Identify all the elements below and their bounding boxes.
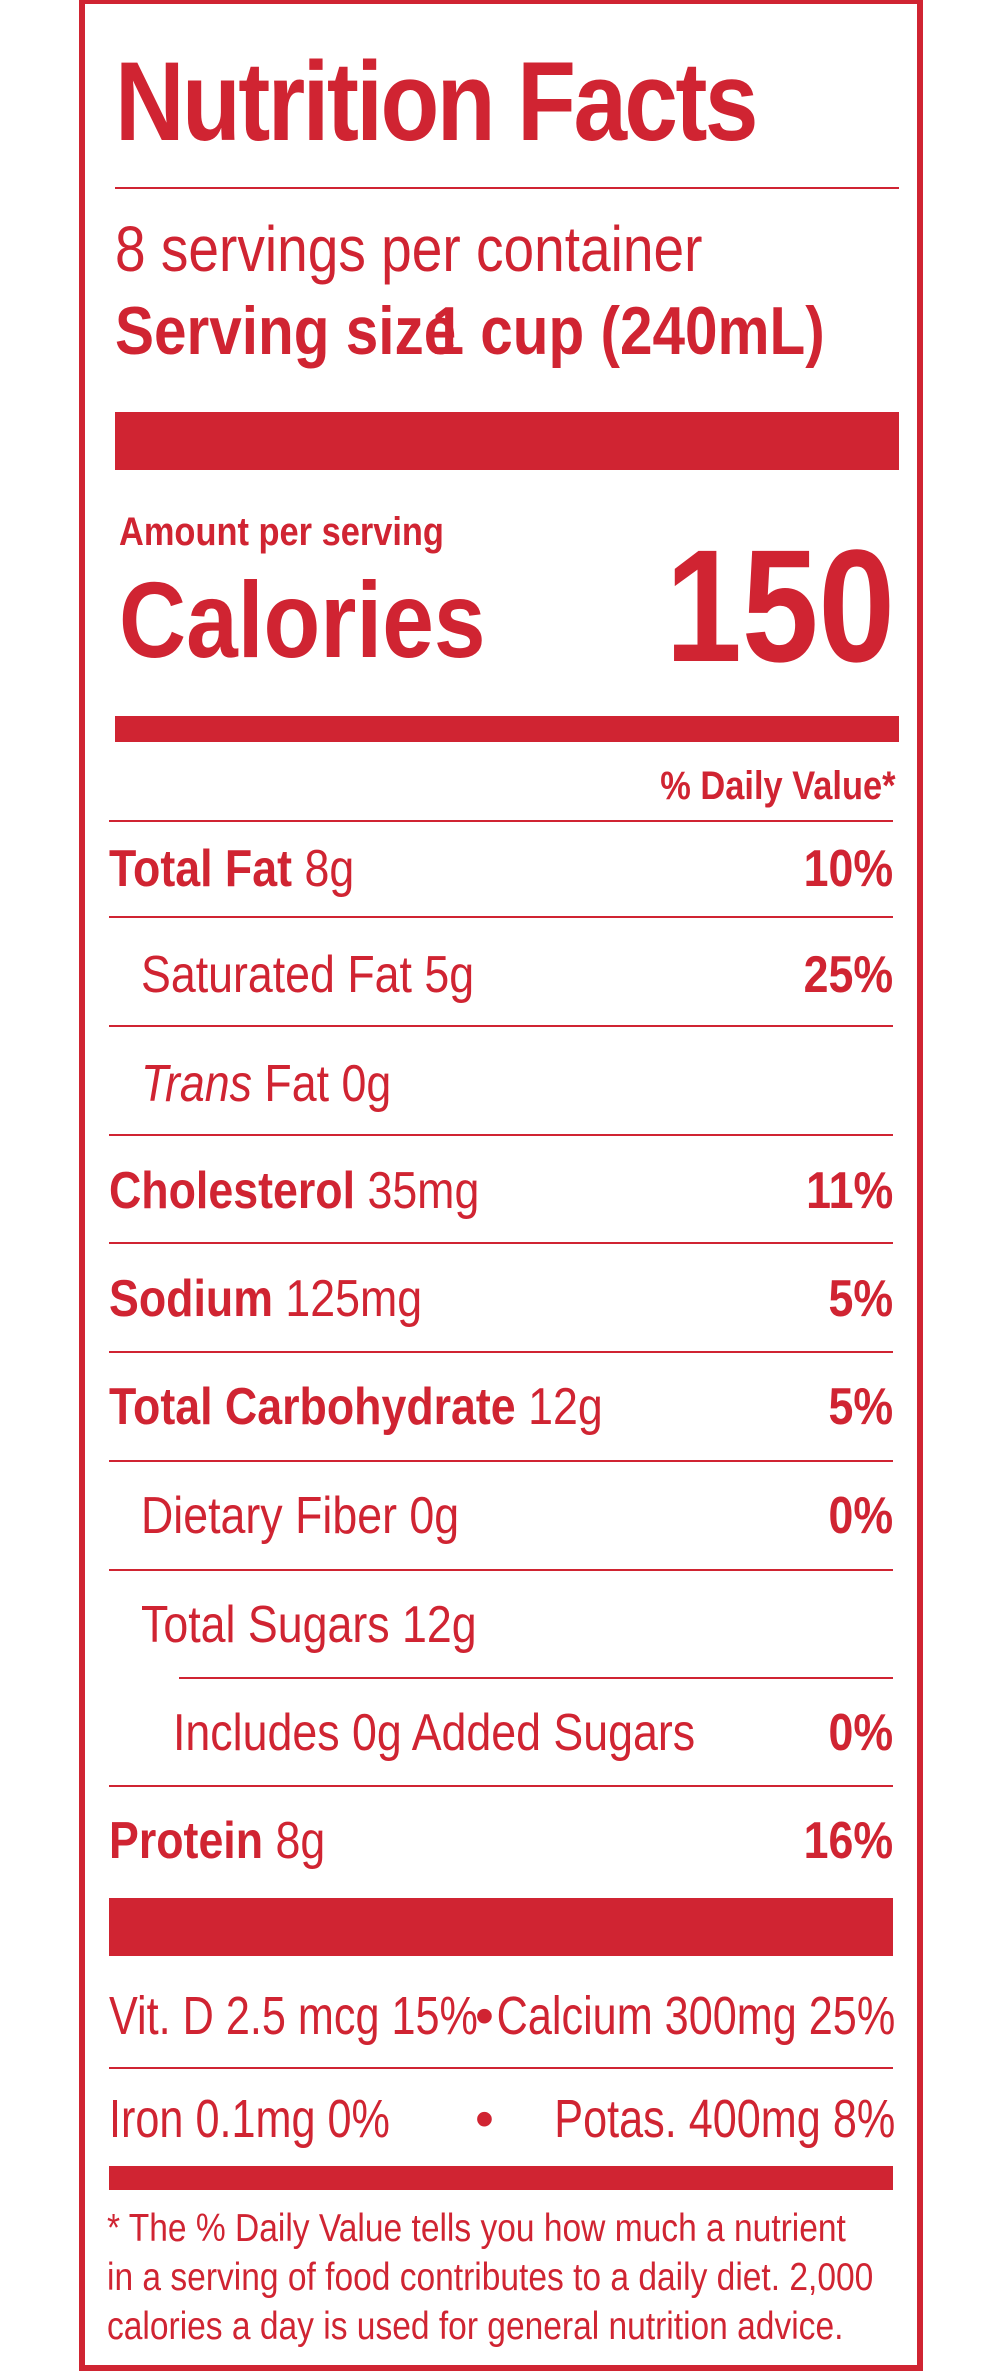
bullet-separator: • <box>475 2089 494 2149</box>
nutrient-row-sodium: Sodium 125mg 5% <box>109 1269 893 1329</box>
row-divider <box>109 1460 893 1462</box>
nutrient-amount: 12g <box>402 1596 477 1654</box>
thick-divider-top <box>115 412 899 470</box>
nutrient-name: Cholesterol <box>109 1162 356 1220</box>
nutrient-name: Dietary Fiber <box>141 1487 397 1545</box>
nutrient-dv: 0% <box>828 1704 893 1762</box>
servings-per-container: 8 servings per container <box>115 213 703 285</box>
dv-header-divider <box>109 820 893 822</box>
nutrient-dv: 5% <box>828 1378 893 1436</box>
nutrient-dv: 10% <box>803 840 893 898</box>
thick-divider-bottom <box>109 1898 893 1956</box>
nutrient-row-dietary-fiber: Dietary Fiber 0g 0% <box>141 1486 893 1546</box>
label-title: Nutrition Facts <box>115 39 758 164</box>
nutrient-name: Protein <box>109 1812 264 1870</box>
footnote-divider <box>109 2166 893 2190</box>
nutrient-row-protein: Protein 8g 16% <box>109 1811 893 1871</box>
nutrient-row-trans-fat: Trans Fat 0g <box>141 1054 893 1114</box>
nutrient-amount: 12g <box>528 1378 603 1436</box>
title-divider <box>115 187 899 189</box>
nutrient-name: Trans <box>141 1055 252 1113</box>
daily-value-header: % Daily Value* <box>659 764 895 808</box>
nutrient-dv: 11% <box>805 1162 893 1220</box>
nutrient-name: Total Fat <box>109 840 293 898</box>
nutrient-name: Total Carbohydrate <box>109 1378 516 1436</box>
nutrient-amount: 125mg <box>285 1270 423 1328</box>
nutrient-name: Sodium <box>109 1270 273 1328</box>
nutrient-dv: 0% <box>828 1487 893 1545</box>
serving-size-label: Serving size <box>115 293 457 369</box>
nutrition-facts-label: Nutrition Facts 8 servings per container… <box>79 0 923 2371</box>
nutrient-row-cholesterol: Cholesterol 35mg 11% <box>109 1161 893 1221</box>
amount-per-serving: Amount per serving <box>119 510 444 554</box>
row-divider <box>109 1242 893 1244</box>
nutrient-name: Includes 0g Added Sugars <box>173 1704 696 1762</box>
nutrient-dv: 5% <box>828 1270 893 1328</box>
row-divider <box>109 1785 893 1787</box>
nutrient-row-total-fat: Total Fat 8g 10% <box>109 839 893 899</box>
medium-divider <box>115 716 899 742</box>
nutrient-amount: 0g <box>409 1487 460 1545</box>
footnote: * The % Daily Value tells you how much a… <box>107 2207 874 2348</box>
nutrient-amount: 8g <box>304 840 355 898</box>
serving-size: Serving size 1 cup (240mL) <box>115 294 889 368</box>
potassium: Potas. 400mg 8% <box>553 2089 895 2149</box>
calories-value: 150 <box>665 516 895 695</box>
vitamin-divider <box>109 2067 893 2069</box>
bullet-separator: • <box>475 1986 494 2046</box>
row-divider <box>179 1677 893 1679</box>
nutrient-name: Total Sugars <box>141 1596 390 1654</box>
nutrient-dv: 16% <box>803 1812 893 1870</box>
nutrient-row-total-sugars: Total Sugars 12g <box>141 1595 893 1655</box>
nutrient-amount: Fat 0g <box>264 1055 392 1113</box>
row-divider <box>109 1569 893 1571</box>
vitamin-d: Vit. D 2.5 mcg 15% <box>109 1986 478 2046</box>
nutrient-dv: 25% <box>803 946 893 1004</box>
row-divider <box>109 916 893 918</box>
iron: Iron 0.1mg 0% <box>109 2089 390 2149</box>
serving-size-value: 1 cup (240mL) <box>431 293 825 369</box>
nutrient-amount: 8g <box>275 1812 326 1870</box>
calories-label: Calories <box>119 559 486 680</box>
nutrient-row-added-sugars: Includes 0g Added Sugars 0% <box>173 1703 893 1763</box>
row-divider <box>109 1025 893 1027</box>
nutrient-row-saturated-fat: Saturated Fat 5g 25% <box>141 945 893 1005</box>
calcium: Calcium 300mg 25% <box>496 1986 895 2046</box>
row-divider <box>109 1351 893 1353</box>
nutrient-amount: 35mg <box>367 1162 480 1220</box>
row-divider <box>109 1134 893 1136</box>
nutrient-name: Saturated Fat <box>141 946 412 1004</box>
nutrient-row-total-carbohydrate: Total Carbohydrate 12g 5% <box>109 1377 893 1437</box>
nutrient-amount: 5g <box>424 946 475 1004</box>
